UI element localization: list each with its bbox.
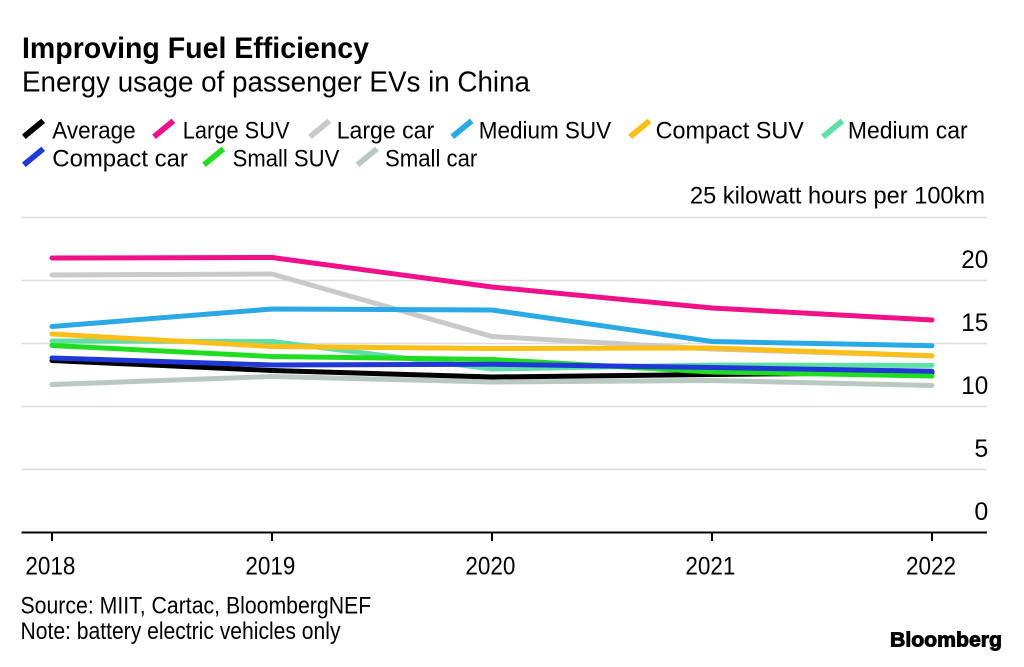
svg-text:Note: battery electric vehicle: Note: battery electric vehicles only [21,618,341,645]
svg-text:Small SUV: Small SUV [233,146,340,173]
svg-text:Average: Average [52,118,135,145]
svg-text:2019: 2019 [245,553,295,581]
svg-text:10: 10 [961,372,988,400]
svg-text:2022: 2022 [906,553,956,581]
svg-text:25 kilowatt hours per 100km: 25 kilowatt hours per 100km [690,183,985,210]
svg-text:Small car: Small car [385,146,477,173]
svg-text:Compact car: Compact car [52,146,188,173]
svg-text:Large car: Large car [337,118,435,145]
svg-text:Medium SUV: Medium SUV [479,118,611,145]
svg-text:Bloomberg: Bloomberg [890,629,1002,652]
svg-text:Energy usage of passenger EVs: Energy usage of passenger EVs in China [22,67,531,99]
svg-text:5: 5 [974,435,988,463]
svg-text:2018: 2018 [25,553,75,581]
svg-text:15: 15 [961,309,988,337]
svg-text:Improving Fuel Efficiency: Improving Fuel Efficiency [22,32,369,65]
svg-text:Source: MIIT, Cartac, Bloomber: Source: MIIT, Cartac, BloombergNEF [21,593,372,620]
svg-text:0: 0 [974,498,988,526]
svg-text:Large SUV: Large SUV [183,118,290,145]
svg-text:Medium car: Medium car [848,118,968,145]
svg-text:2021: 2021 [685,553,735,581]
svg-text:20: 20 [961,246,988,274]
svg-text:2020: 2020 [465,553,515,581]
svg-text:Compact SUV: Compact SUV [656,118,804,145]
